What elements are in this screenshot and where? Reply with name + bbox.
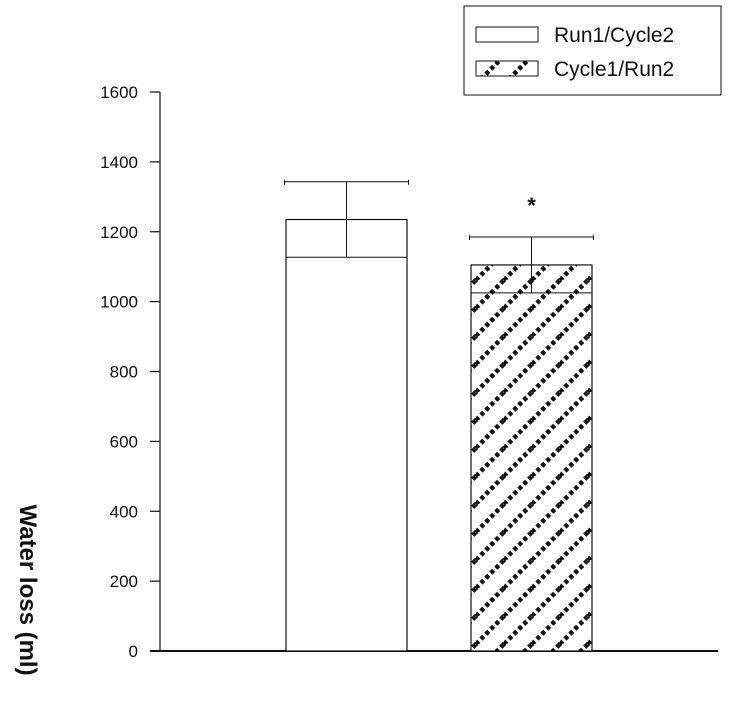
legend-swatch-cycle1-run2 <box>475 60 539 77</box>
error-bars-layer: * <box>284 179 594 294</box>
bar-cycle1-run2 <box>470 264 593 652</box>
y-tick-label: 600 <box>110 432 138 451</box>
y-tick-label: 400 <box>110 502 138 521</box>
legend: Run1/Cycle2 Cycle1/Run2 <box>463 5 722 96</box>
y-tick-label: 1000 <box>100 293 138 312</box>
y-tick-label: 1200 <box>100 223 138 242</box>
y-tick-label: 200 <box>110 572 138 591</box>
legend-label-cycle1-run2: Cycle1/Run2 <box>554 58 674 81</box>
legend-label-run1-cycle2: Run1/Cycle2 <box>554 24 674 47</box>
significance-marker: * <box>527 193 536 218</box>
y-tick-label: 800 <box>110 363 138 382</box>
legend-box <box>463 5 722 96</box>
y-tick-label: 0 <box>129 642 138 661</box>
y-tick-label: 1600 <box>100 83 138 102</box>
bars-layer <box>285 218 593 652</box>
y-axis-ticks: 0 200 400 600 800 1000 1200 1400 1600 <box>100 83 160 661</box>
y-axis-label: Water loss (ml) <box>14 504 41 675</box>
bar-run1-cycle2 <box>285 218 408 652</box>
legend-swatch-run1-cycle2 <box>475 26 539 43</box>
y-tick-label: 1400 <box>100 153 138 172</box>
